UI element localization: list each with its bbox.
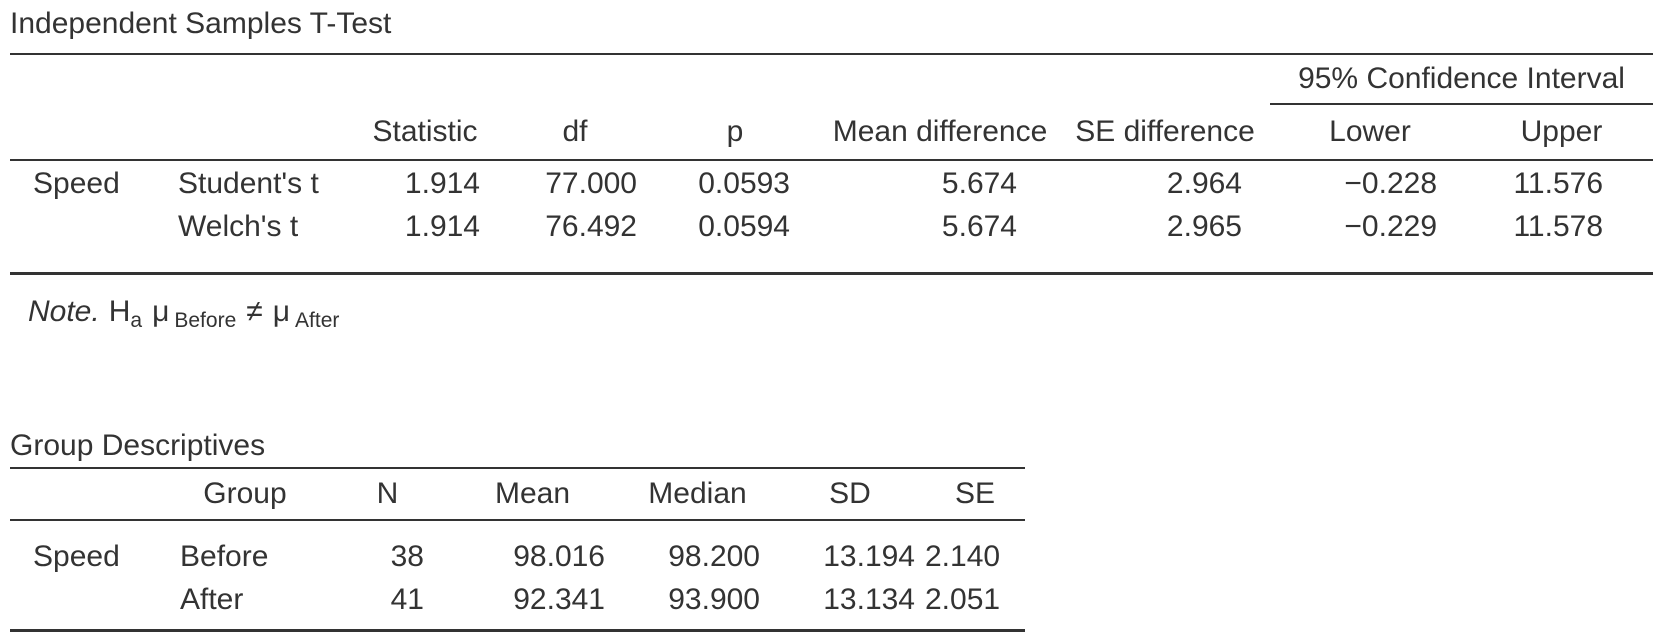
descriptives-table-title: Group Descriptives [10,429,266,462]
cell-mean-difference: 5.674 [941,167,1017,200]
header-se-difference: SE difference [1060,105,1270,161]
cell-p: 0.0594 [698,210,790,243]
table-row-after: After 41 92.341 93.900 13.134 2.051 [10,579,1025,631]
header-var [10,468,160,521]
cell-test: Welch's t [178,210,299,243]
header-n: N [330,468,445,521]
cell-statistic: 1.914 [404,210,480,243]
table-row-students-t: Speed Student's t 1.914 77.000 0.0593 5.… [10,160,1653,207]
cell-var [10,579,160,631]
header-se: SE [925,468,1025,521]
ci-group-spacer [10,54,1270,105]
header-lower: Lower [1270,105,1470,161]
cell-group: After [180,583,244,616]
cell-var: Speed [33,540,120,573]
mu-before-sub: Before [174,309,237,332]
cell-sd: 13.194 [823,540,915,573]
cell-se-difference: 2.965 [1166,210,1242,243]
header-df: df [500,105,650,161]
header-test [170,105,350,161]
cell-upper: 11.576 [1513,167,1603,200]
header-group: Group [160,468,330,521]
ci-group-label: 95% Confidence Interval [1270,55,1653,105]
header-var [10,105,170,161]
cell-df: 77.000 [545,167,637,200]
cell-upper: 11.578 [1513,210,1603,243]
cell-n: 38 [390,540,424,573]
cell-sd: 13.134 [823,583,915,616]
mu-before: μ [152,295,170,328]
hypothesis-h: H [108,295,131,328]
mu-after-sub: After [295,309,340,332]
cell-n: 41 [390,583,424,616]
header-median: Median [620,468,775,521]
table-row-before: Speed Before 38 98.016 98.200 13.194 2.1… [10,520,1025,579]
cell-median: 98.200 [668,540,760,573]
header-mean-difference: Mean difference [820,105,1060,161]
cell-var [10,207,170,274]
cell-p: 0.0593 [698,167,790,200]
note-label: Note. [28,295,100,328]
header-mean: Mean [445,468,620,521]
hypothesis-h-sub: a [130,309,143,332]
cell-mean: 92.341 [513,583,605,616]
descriptives-result[interactable]: Group Descriptives Group N Mean Median S… [10,428,1667,632]
descriptives-header-row: Group N Mean Median SD SE [10,468,1025,521]
ttest-table-title: Independent Samples T-Test [10,7,392,40]
header-sd: SD [775,468,925,521]
cell-group: Before [180,540,269,573]
header-p: p [650,105,820,161]
ttest-table: 95% Confidence Interval Statistic df p M… [10,53,1653,275]
cell-var: Speed [33,167,120,200]
cell-statistic: 1.914 [404,167,480,200]
cell-lower: −0.228 [1344,167,1437,200]
cell-mean-difference: 5.674 [941,210,1017,243]
mu-after: μ [272,295,291,328]
ttest-header-row: Statistic df p Mean difference SE differ… [10,105,1653,161]
cell-se-difference: 2.964 [1166,167,1242,200]
cell-se: 2.140 [925,540,1001,573]
table-row-welchs-t: Welch's t 1.914 76.492 0.0594 5.674 2.96… [10,207,1653,274]
ci-group-row: 95% Confidence Interval [10,54,1653,105]
cell-lower: −0.229 [1344,210,1437,243]
cell-se: 2.051 [925,583,1001,616]
ttest-result[interactable]: Independent Samples T-Test 95% Confidenc… [10,6,1667,332]
cell-median: 93.900 [668,583,760,616]
header-statistic: Statistic [350,105,500,161]
ci-group-header-cell: 95% Confidence Interval [1270,54,1653,105]
cell-df: 76.492 [545,210,637,243]
header-upper: Upper [1470,105,1653,161]
ttest-note: Note. Ha μ Before ≠ μ After [28,295,1667,332]
descriptives-table: Group N Mean Median SD SE Speed Before 3… [10,467,1025,632]
cell-test: Student's t [178,167,319,200]
cell-mean: 98.016 [513,540,605,573]
not-equal-sign: ≠ [246,295,263,328]
